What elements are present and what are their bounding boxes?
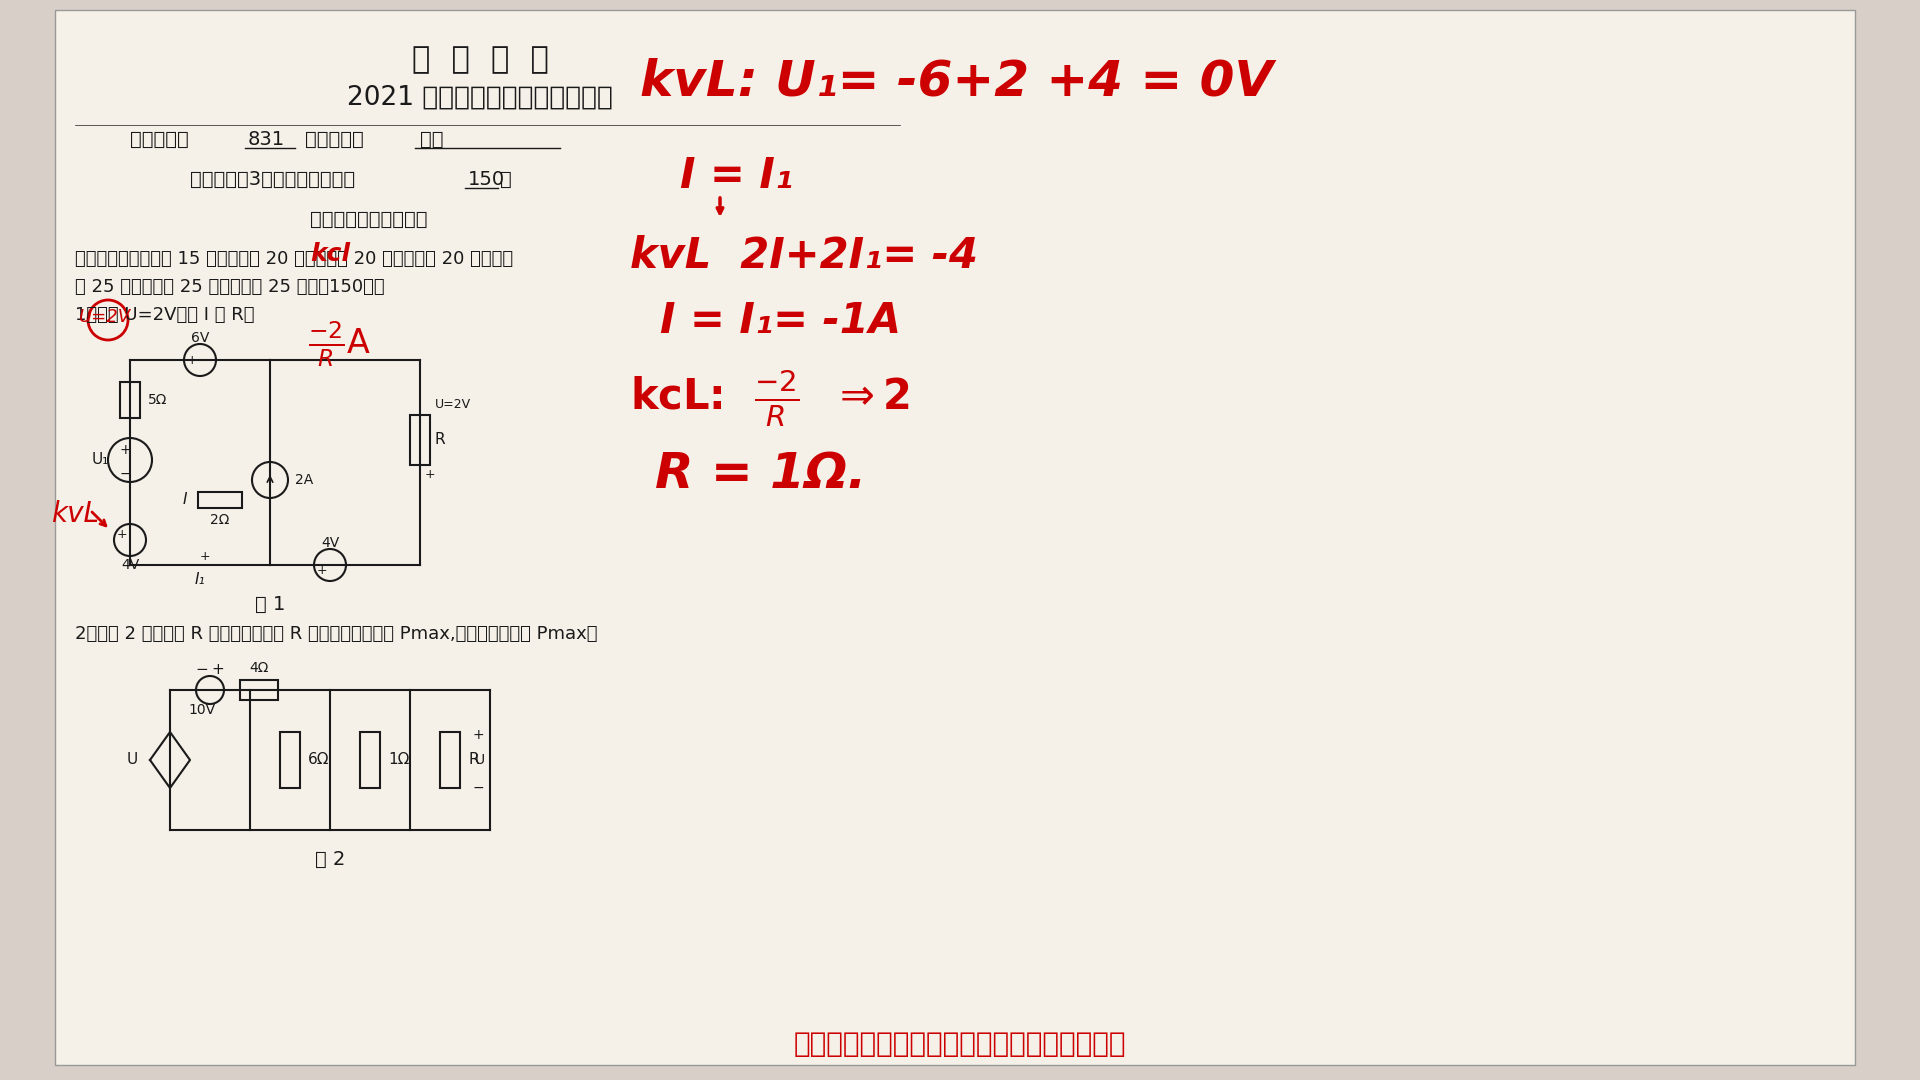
Text: 5Ω: 5Ω [148, 393, 167, 407]
Text: I: I [182, 492, 188, 508]
Text: 150: 150 [468, 170, 505, 189]
Bar [440, 732, 461, 788]
Text: +: + [211, 662, 225, 677]
Bar [411, 415, 430, 465]
Text: U=2V: U=2V [79, 308, 131, 326]
Text: +: + [200, 550, 211, 563]
Text: 三  峡  大  学: 三 峡 大 学 [411, 45, 549, 75]
Text: +: + [117, 528, 127, 541]
Text: 2、如图 2 所示，求 R 为何值时，负载 R 上的负载获得最大 Pmax,并求出最大功率 Pmax。: 2、如图 2 所示，求 R 为何值时，负载 R 上的负载获得最大 Pmax,并求… [75, 625, 597, 643]
Text: R: R [468, 753, 478, 768]
Text: kcl: kcl [309, 242, 349, 266]
Bar [119, 382, 140, 418]
Text: 科目名称：: 科目名称： [305, 130, 363, 149]
Text: 2A: 2A [296, 473, 313, 487]
Text: I = I₁: I = I₁ [680, 156, 793, 197]
Text: +: + [317, 564, 326, 577]
Text: +: + [424, 469, 436, 482]
Text: 图 1: 图 1 [255, 595, 286, 615]
Text: 电路: 电路 [420, 130, 444, 149]
Text: +: + [186, 353, 198, 366]
Text: kcL:  $\frac{-2}{R}$  $\Rightarrow$2: kcL: $\frac{-2}{R}$ $\Rightarrow$2 [630, 368, 910, 429]
Text: −: − [472, 781, 484, 795]
Text: 10V: 10V [188, 703, 215, 717]
Text: −: − [119, 467, 131, 481]
Text: 6V: 6V [190, 330, 209, 345]
Text: 2Ω: 2Ω [211, 513, 230, 527]
Bar [240, 680, 278, 700]
Text: U: U [127, 753, 138, 768]
Text: 4V: 4V [121, 558, 138, 572]
Bar [280, 732, 300, 788]
Text: 科目代码：: 科目代码： [131, 130, 188, 149]
Text: U₁: U₁ [92, 453, 109, 468]
Text: kvL  2I+2I₁= -4: kvL 2I+2I₁= -4 [630, 235, 977, 276]
Text: 分: 分 [499, 170, 513, 189]
Text: 1、已知 U=2V，求 I 和 R。: 1、已知 U=2V，求 I 和 R。 [75, 306, 255, 324]
Bar [198, 492, 242, 508]
Text: 831: 831 [248, 130, 286, 149]
Text: I = I₁= -1A: I = I₁= -1A [660, 300, 900, 342]
Text: +: + [472, 728, 484, 742]
Text: U: U [474, 753, 486, 767]
Text: −: − [196, 662, 209, 677]
Text: kvL: U₁= -6+2 +4 = 0V: kvL: U₁= -6+2 +4 = 0V [639, 58, 1273, 106]
Text: $\frac{-2}{R}$A: $\frac{-2}{R}$A [309, 320, 372, 369]
Text: 更多考研电路视频关注公众号：电路辅导砖家: 更多考研电路视频关注公众号：电路辅导砖家 [793, 1030, 1127, 1058]
Text: U=2V: U=2V [436, 399, 470, 411]
Text: 6Ω: 6Ω [307, 753, 330, 768]
Text: 4Ω: 4Ω [250, 661, 269, 675]
Text: 4V: 4V [321, 536, 340, 550]
Text: R: R [436, 432, 445, 447]
Text: 答案必须写在答题纸上: 答案必须写在答题纸上 [309, 210, 428, 229]
Text: 题 25 分，第六题 25 分，第七题 25 分，共150分）: 题 25 分，第六题 25 分，第七题 25 分，共150分） [75, 278, 384, 296]
Text: 考试时间为3小时，卷面总分为: 考试时间为3小时，卷面总分为 [190, 170, 355, 189]
Text: 图 2: 图 2 [315, 850, 346, 869]
Text: kvL: kvL [52, 500, 100, 528]
Bar [361, 732, 380, 788]
Text: 2021 年硕士研究生入学考试试题: 2021 年硕士研究生入学考试试题 [348, 85, 612, 111]
Text: R = 1Ω.: R = 1Ω. [655, 450, 866, 498]
Text: 1Ω: 1Ω [388, 753, 409, 768]
Text: 一、计算题（第一题 15 分，第二题 20 分，第三题 20 分，第四题 20 分，第五: 一、计算题（第一题 15 分，第二题 20 分，第三题 20 分，第四题 20 … [75, 249, 513, 268]
Text: +: + [119, 443, 131, 457]
Text: I₁: I₁ [194, 572, 205, 588]
